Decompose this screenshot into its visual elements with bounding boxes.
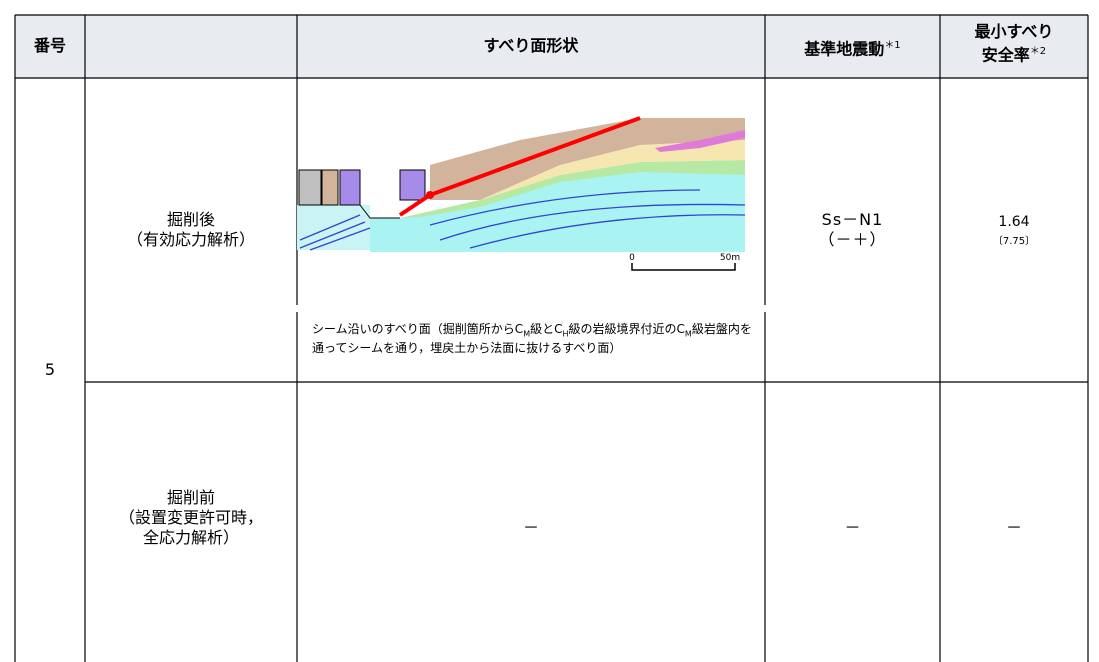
note-mark: ＊2 bbox=[1029, 46, 1047, 57]
caption-text: C bbox=[676, 322, 685, 336]
header-safety-1: 最小すべり bbox=[974, 22, 1054, 41]
safety-sub: 〔7.75〕 bbox=[992, 236, 1036, 247]
safety: 1.64 〔7.75〕 bbox=[940, 212, 1088, 252]
header-safety-2: 安全率 bbox=[981, 45, 1030, 65]
slip-diagram bbox=[297, 116, 746, 271]
case-line: 掘削前 bbox=[166, 488, 215, 507]
header-safety: 最小すべり安全率＊2 bbox=[940, 22, 1088, 65]
case-line: 全応力解析） bbox=[142, 528, 239, 547]
case: 掘削前 （設置変更許可時， 全応力解析） bbox=[85, 488, 297, 548]
scale-label: 0 bbox=[629, 253, 635, 263]
case-line: （設置変更許可時， bbox=[118, 508, 263, 527]
caption-text: 級の岩級境界付近の bbox=[568, 322, 677, 336]
header-motion: 基準地震動＊1 bbox=[765, 36, 940, 59]
safety-value: 1.64 bbox=[998, 214, 1030, 230]
header-motion-text: 基準地震動 bbox=[804, 39, 885, 59]
scale-label: 50m bbox=[719, 253, 741, 263]
caption-sub: H bbox=[562, 329, 569, 339]
header-shape: すべり面形状 bbox=[483, 36, 579, 55]
caption-sub: M bbox=[684, 329, 692, 339]
shape-empty: － bbox=[522, 518, 539, 537]
caption: シーム沿いのすべり面（掘削箇所からCM級とCH級の岩級境界付近のCM級岩盤内を通… bbox=[312, 322, 752, 355]
case-line: （有効応力解析） bbox=[126, 230, 255, 249]
header-number: 番号 bbox=[33, 36, 66, 55]
caption-sub: M bbox=[523, 329, 531, 339]
caption-text: 級岩盤内を通ってシームを通り，埋戻土から法面に抜けるすべり面） bbox=[312, 322, 752, 356]
row-number: 5 bbox=[44, 360, 56, 379]
safety-empty: － bbox=[1005, 518, 1022, 537]
motion-line: （－＋） bbox=[818, 230, 887, 249]
motion-line: Ss－N1 bbox=[821, 210, 884, 229]
note-mark: ＊1 bbox=[884, 40, 901, 51]
caption-text: 級とC bbox=[530, 322, 563, 336]
case-line: 掘削後 bbox=[166, 210, 215, 229]
case: 掘削後 （有効応力解析） bbox=[85, 210, 297, 250]
motion-empty: － bbox=[844, 518, 861, 537]
caption-text: シーム沿いのすべり面（掘削箇所からC bbox=[312, 322, 524, 336]
motion: Ss－N1 （－＋） bbox=[765, 210, 940, 250]
